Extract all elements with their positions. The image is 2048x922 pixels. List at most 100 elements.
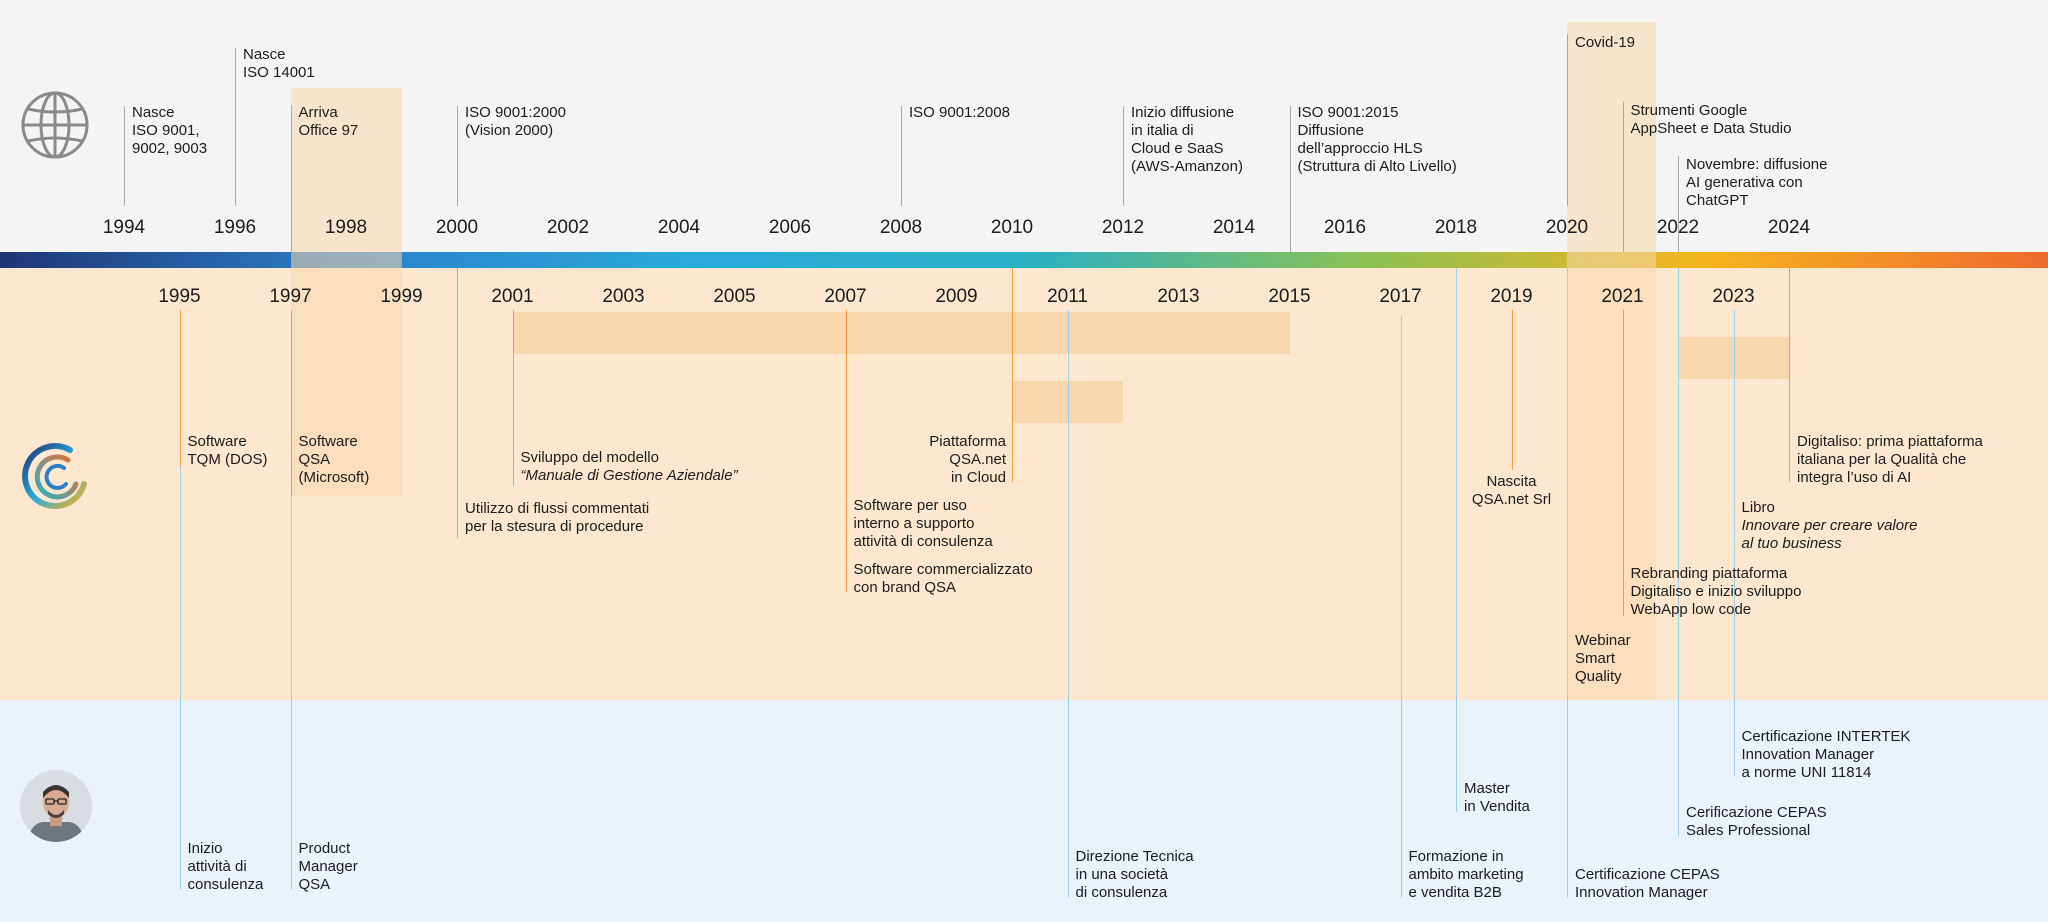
company-event-2024: Digitaliso: prima piattaforma italiana pe… [1797, 433, 1983, 487]
world-event-1994: Nasce ISO 9001, 9002, 9003 [132, 104, 207, 158]
year-label-2008: 2008 [879, 217, 923, 238]
company-event-2007-line: Software per uso [853, 497, 967, 514]
year-label-2015: 2015 [1268, 286, 1311, 307]
world-event-2000: ISO 9001:2000 (Vision 2000) [465, 104, 566, 140]
company-event-2000-line: per la stesura di procedure [465, 518, 644, 535]
world-event-1994-line: ISO 9001, [132, 122, 200, 139]
company-event-2010-line: Piattaforma [929, 433, 1006, 450]
world-event-2012: Inizio diffusione in italia di Cloud e Saa… [1131, 104, 1243, 176]
world-event-line-2012 [1123, 106, 1124, 206]
company-event-2007: Software per uso interno a supporto attivi… [854, 497, 993, 551]
world-event-1996-line: Nasce [243, 46, 286, 63]
company-event-2010-line: in Cloud [950, 469, 1006, 486]
person-event-1997: Product Manager QSA [299, 840, 358, 894]
company-event-1995-line: TQM (DOS) [187, 451, 268, 468]
world-event-2022-line: AI generativa con [1686, 174, 1803, 191]
world-event-2021: Strumenti Google AppSheet e Data Studio [1631, 102, 1792, 138]
person-event-2017-line: ambito marketing [1408, 866, 1524, 883]
year-label-2003: 2003 [602, 286, 645, 307]
company-event-line-2000 [457, 268, 458, 538]
company-event-1995: Software TQM (DOS) [188, 433, 268, 469]
year-label-2016: 2016 [1323, 217, 1367, 238]
company-event-2023-italic-line: Innovare per creare valore [1741, 517, 1918, 534]
world-event-2015-line: dell’approccio HLS [1297, 140, 1423, 157]
world-event-1994-line: Nasce [132, 104, 175, 121]
person-event-2018-line: in Vendita [1464, 798, 1530, 815]
company-event-2000: Utilizzo di flussi commentati per la stes… [465, 500, 649, 536]
world-event-2008: ISO 9001:2008 [909, 104, 1010, 122]
year-label-2011: 2011 [1047, 286, 1088, 307]
person-event-line-2023 [1733, 310, 1735, 776]
person-event-1995-line: attività di [187, 858, 247, 875]
year-label-1998: 1998 [324, 217, 368, 238]
world-event-2012-line: Inizio diffusione [1131, 104, 1235, 121]
world-event-2021-line: Strumenti Google [1630, 102, 1748, 119]
world-event-line-2021 [1622, 102, 1624, 252]
world-event-2022-line: ChatGPT [1686, 192, 1749, 209]
company-event-2007-line: con brand QSA [853, 579, 957, 596]
world-event-2020-line: Covid-19 [1575, 34, 1636, 51]
year-label-2002: 2002 [546, 217, 590, 238]
person-avatar-icon [20, 770, 92, 842]
person-event-2011-line: di consulenza [1075, 884, 1168, 901]
covid-highlight [1567, 22, 1656, 700]
company-event-2001-line: Sviluppo del modello [520, 449, 659, 466]
world-event-2015-line: Diffusione [1297, 122, 1364, 139]
company-event-2020: Webinar Smart Quality [1575, 632, 1631, 686]
company-event-2021-line: Digitaliso e inizio sviluppo [1630, 583, 1802, 600]
company-event-1997-line: Software [298, 433, 358, 450]
world-event-line-1996 [235, 48, 236, 206]
company-event-2019: Nascita QSA.net Srl [1472, 473, 1551, 509]
world-event-2015-line: (Struttura di Alto Livello) [1297, 158, 1457, 175]
person-event-2022-line: Sales Professional [1686, 822, 1811, 839]
person-event-line-2011 [1067, 310, 1069, 898]
company-event-line-2007 [845, 540, 847, 592]
company-event-line-1995 [179, 310, 181, 466]
qsa-logo-icon [18, 440, 90, 512]
person-event-1995: Inizio attività di consulenza [188, 840, 264, 894]
world-event-1994-line: 9002, 9003 [132, 140, 208, 157]
year-label-2024: 2024 [1767, 217, 1811, 238]
company-event-1997-line: (Microsoft) [298, 469, 370, 486]
year-label-2022: 2022 [1656, 217, 1700, 238]
year-label-2005: 2005 [713, 286, 756, 307]
year-label-1999: 1999 [380, 286, 423, 307]
world-event-line-2022 [1678, 156, 1679, 252]
person-event-line-2020 [1567, 268, 1568, 898]
person-event-2023-line: Innovation Manager [1741, 746, 1875, 763]
world-event-1997-line: Office 97 [298, 122, 359, 139]
person-event-2017-line: Formazione in [1408, 848, 1504, 865]
year-label-2018: 2018 [1434, 217, 1478, 238]
company-event-2020-line: Webinar [1575, 632, 1631, 649]
person-event-1997-line: Manager [298, 858, 358, 875]
year-label-2021: 2021 [1601, 286, 1644, 307]
world-event-2022: Novembre: diffusione AI generativa con Cha… [1686, 156, 1827, 210]
company-event-2023-italic-line: al tuo business [1741, 535, 1842, 552]
world-event-1997-line: Arriva [298, 104, 338, 121]
year-label-1995: 1995 [158, 286, 201, 307]
world-event-2012-line: Cloud e SaaS [1131, 140, 1224, 157]
world-event-1997: Arriva Office 97 [299, 104, 359, 140]
company-event-1995-line: Software [187, 433, 247, 450]
year-label-1996: 1996 [213, 217, 257, 238]
world-event-line-1994 [124, 106, 125, 206]
company-event-1997-line: QSA [298, 451, 331, 468]
company-event-2024-line: integra l’uso di AI [1797, 469, 1912, 486]
world-event-line-2020 [1567, 34, 1568, 206]
company-event-2021-line: Rebranding piattaforma [1630, 565, 1788, 582]
person-event-2022-line: Cerificazione CEPAS [1686, 804, 1827, 821]
company-event-2007-line: attività di consulenza [853, 533, 993, 550]
span-2001-2015 [512, 312, 1290, 354]
year-label-2020: 2020 [1545, 217, 1589, 238]
year-label-2010: 2010 [990, 217, 1034, 238]
company-event-2001-italic-line: “Manuale di Gestione Aziendale” [520, 467, 738, 484]
company-event-2024-line: italiana per la Qualità che [1797, 451, 1967, 468]
year-label-2014: 2014 [1212, 217, 1256, 238]
person-event-line-2017 [1400, 316, 1402, 898]
company-event-1997: Software QSA (Microsoft) [299, 433, 370, 487]
company-event-2007-line: interno a supporto [853, 515, 975, 532]
year-label-2006: 2006 [768, 217, 812, 238]
person-event-1995-line: Inizio [187, 840, 223, 857]
company-event-2007-line: Software commercializzato [853, 561, 1033, 578]
